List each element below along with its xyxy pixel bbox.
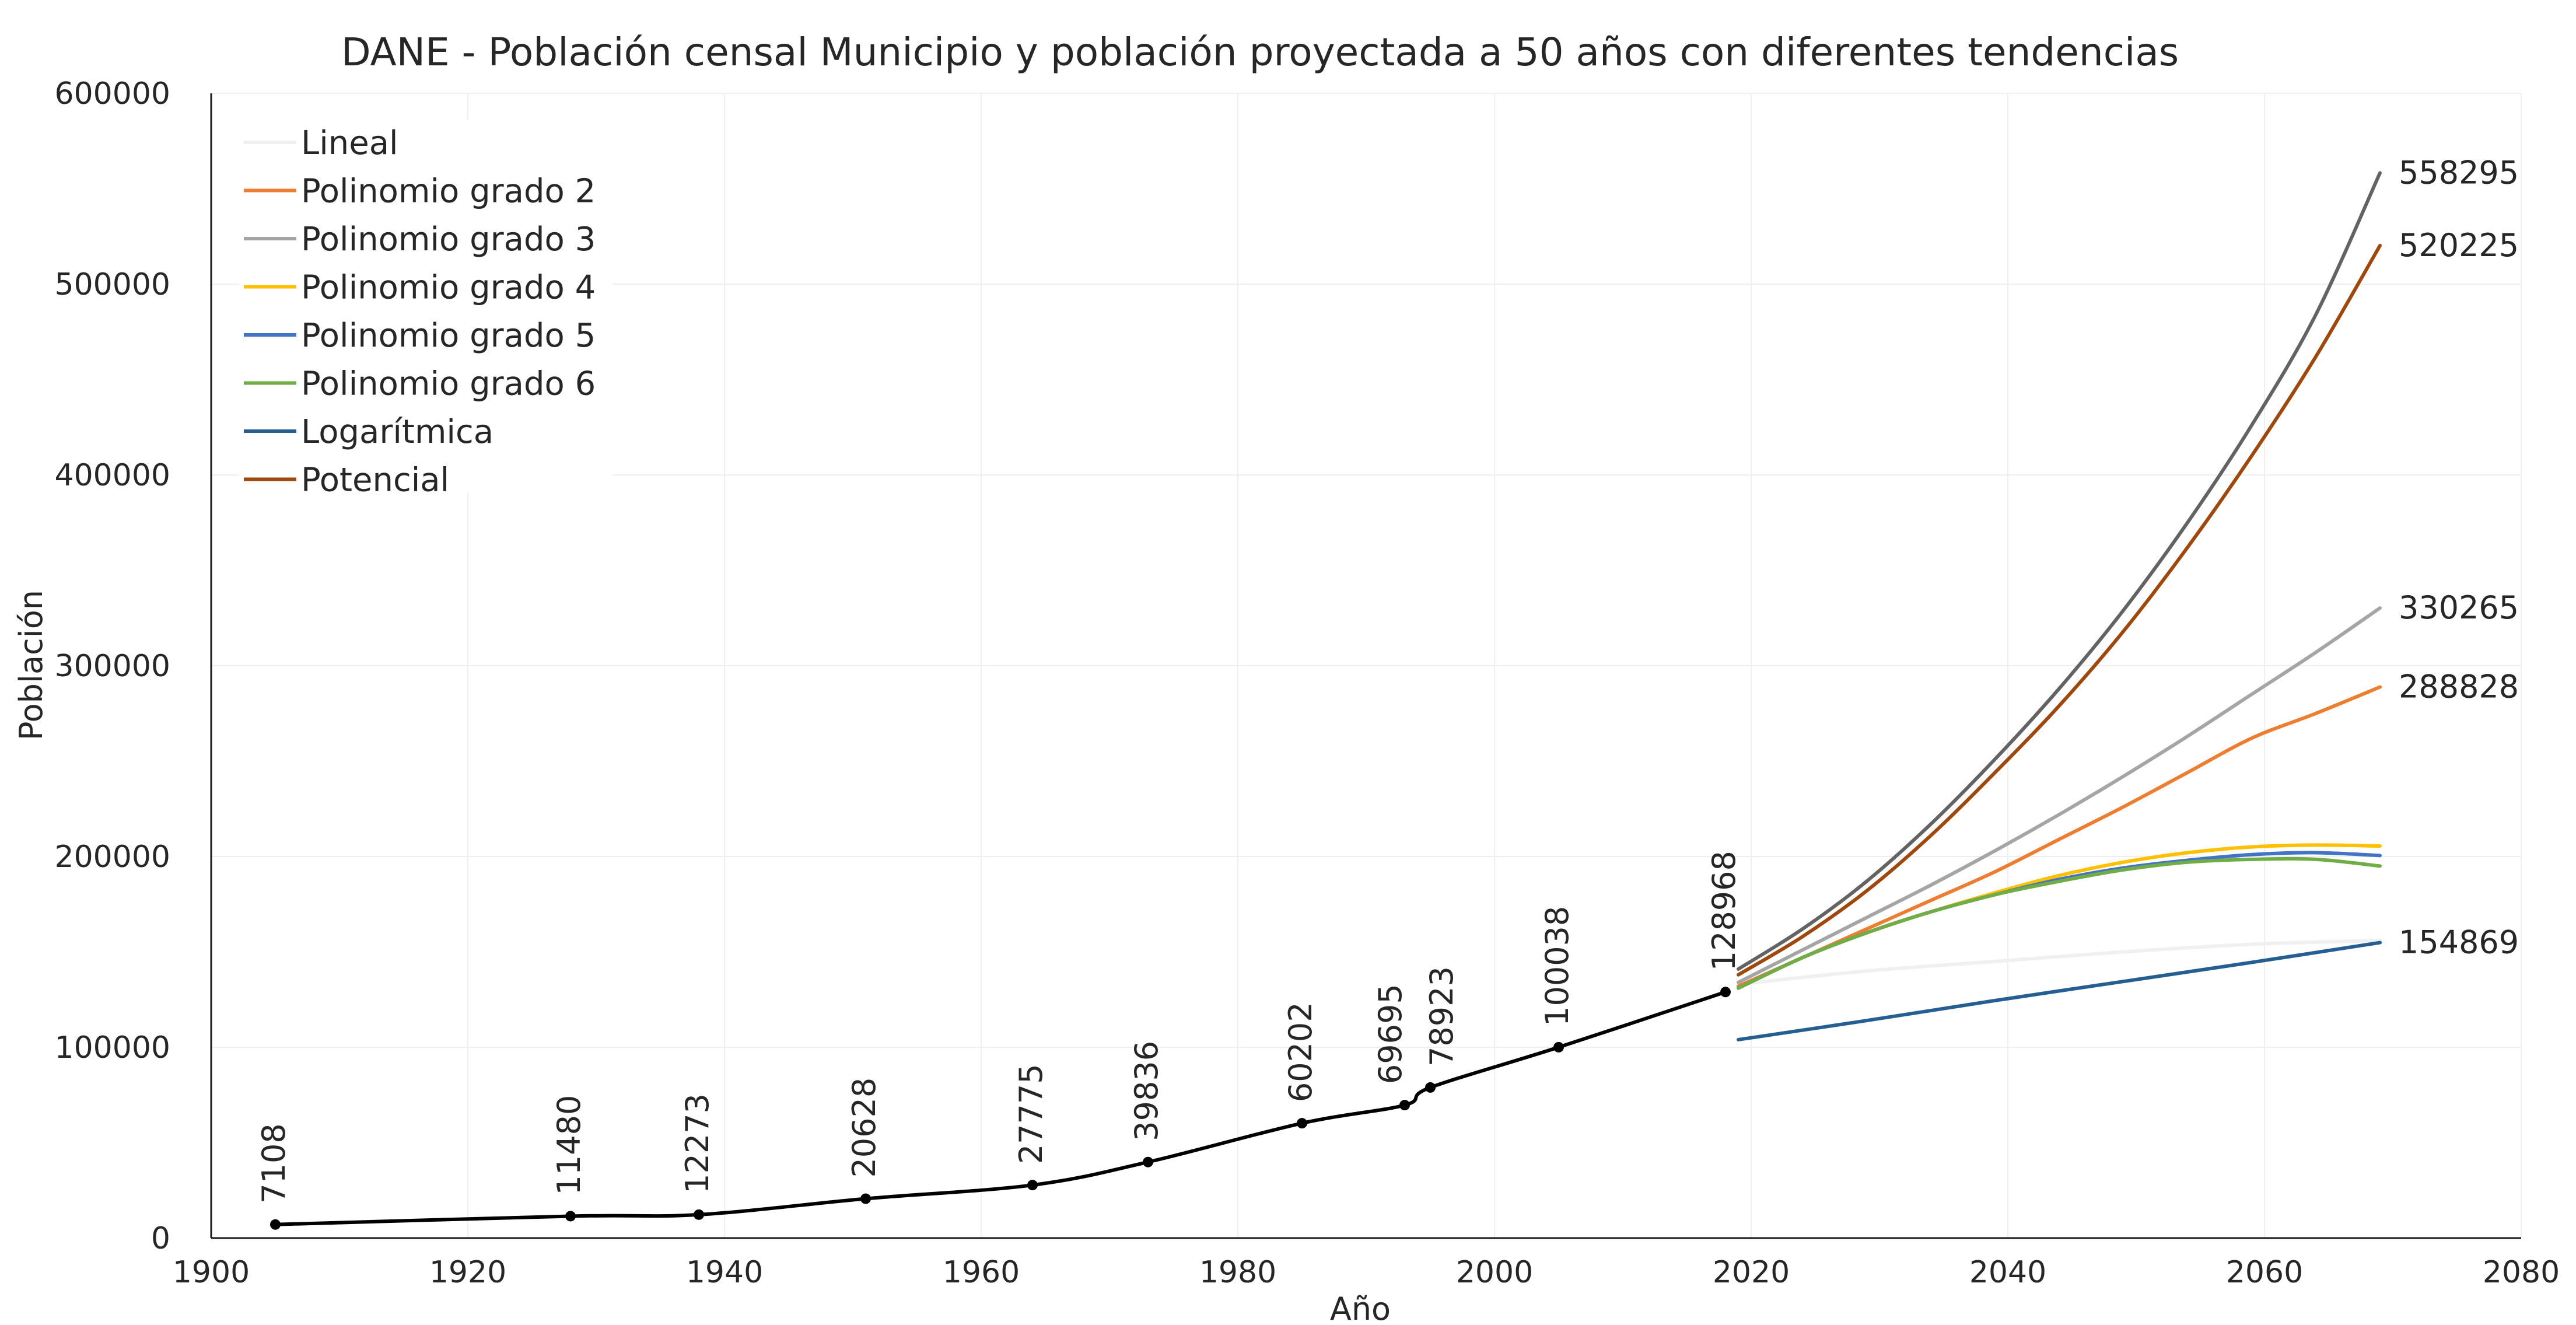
- legend-label: Lineal: [301, 124, 398, 162]
- x-tick-label: 2040: [1969, 1255, 2046, 1290]
- y-tick-label: 200000: [54, 840, 170, 875]
- series-line: [1737, 171, 2382, 971]
- series-line: [1737, 606, 2382, 984]
- end-value-label: 558295: [2399, 154, 2519, 191]
- y-tick-label: 400000: [54, 458, 170, 493]
- x-tick-label: 1940: [686, 1255, 763, 1290]
- end-value-label: 288828: [2399, 669, 2519, 705]
- chart-title: DANE - Población censal Municipio y pobl…: [341, 30, 2179, 75]
- census-point: [1553, 1041, 1564, 1053]
- x-tick-label: 2000: [1456, 1255, 1533, 1290]
- series-line: [1737, 938, 2382, 987]
- census-data-label: 128968: [1706, 851, 1742, 971]
- axes: [210, 93, 2521, 1239]
- legend: Lineal Polinomio grado 2 Polinomio grado 3…: [239, 120, 612, 499]
- census-point: [694, 1209, 704, 1220]
- series-line: [1737, 856, 2382, 990]
- x-tick-label: 1980: [1199, 1255, 1276, 1290]
- census-point: [860, 1193, 871, 1204]
- series-lines: [1737, 171, 2382, 1041]
- census-data-label: 20628: [846, 1078, 883, 1178]
- series-line: [1737, 851, 2382, 990]
- y-axis-ticks: 0 100000 200000 300000 400000 500000 600000: [54, 76, 170, 1256]
- x-tick-label: 2020: [1713, 1255, 1790, 1290]
- legend-label: Polinomio grado 6: [301, 365, 596, 403]
- census-data-label: 7108: [256, 1123, 292, 1203]
- census-point: [270, 1219, 281, 1230]
- series-line: [1737, 685, 2382, 988]
- y-axis-title: Población: [13, 590, 50, 740]
- census-data-label: 27775: [1013, 1064, 1049, 1164]
- y-tick-label: 600000: [54, 76, 170, 111]
- legend-label: Polinomio grado 3: [301, 221, 596, 258]
- census-data-label: 11480: [551, 1095, 587, 1195]
- census-point: [1425, 1082, 1436, 1093]
- census-data-label: 60202: [1282, 1002, 1319, 1102]
- y-tick-label: 500000: [54, 267, 170, 302]
- legend-label: Polinomio grado 2: [301, 173, 596, 211]
- census-data-label: 39836: [1128, 1041, 1165, 1141]
- x-axis-ticks: 1900 1920 1940 1960 1980 2000 2020 2040 2060 2080: [173, 1255, 2560, 1290]
- legend-label: Polinomio grado 4: [301, 269, 596, 307]
- x-tick-label: 1900: [173, 1255, 250, 1290]
- census-point: [1143, 1156, 1153, 1167]
- census-data-label: 69695: [1372, 984, 1409, 1084]
- legend-label: Potencial: [301, 462, 449, 499]
- x-tick-label: 2080: [2483, 1255, 2560, 1290]
- census-point: [565, 1211, 576, 1222]
- y-tick-label: 100000: [54, 1030, 170, 1065]
- end-value-label: 520225: [2399, 227, 2519, 264]
- end-value-label: 330265: [2399, 589, 2519, 626]
- x-tick-label: 2060: [2226, 1255, 2303, 1290]
- census-data-label: 12273: [679, 1093, 716, 1194]
- census-point: [1027, 1180, 1038, 1191]
- series-line: [1737, 243, 2382, 977]
- census-data-label: 78923: [1423, 966, 1460, 1067]
- x-axis-title: Año: [1330, 1291, 1391, 1325]
- census-point: [1399, 1100, 1410, 1111]
- series-line: [1737, 941, 2382, 1041]
- legend-label: Logarítmica: [301, 413, 494, 451]
- census-line: [275, 990, 1726, 1226]
- census-point: [1297, 1118, 1307, 1129]
- census-series: 7108 11480 12273 20628 27775 39836 60202 69695 7…: [256, 851, 1742, 1230]
- x-tick-label: 1920: [429, 1255, 506, 1290]
- y-tick-label: 0: [151, 1221, 170, 1256]
- end-value-label: 154869: [2399, 924, 2519, 961]
- end-labels: 558295 520225 330265 288828 154869: [2399, 154, 2519, 960]
- census-point: [1720, 987, 1731, 998]
- legend-box: [239, 120, 612, 493]
- census-data-label: 100038: [1539, 906, 1576, 1026]
- grid: [211, 93, 2522, 1238]
- x-tick-label: 1960: [943, 1255, 1020, 1290]
- y-tick-label: 300000: [54, 649, 170, 684]
- legend-label: Polinomio grado 5: [301, 317, 596, 355]
